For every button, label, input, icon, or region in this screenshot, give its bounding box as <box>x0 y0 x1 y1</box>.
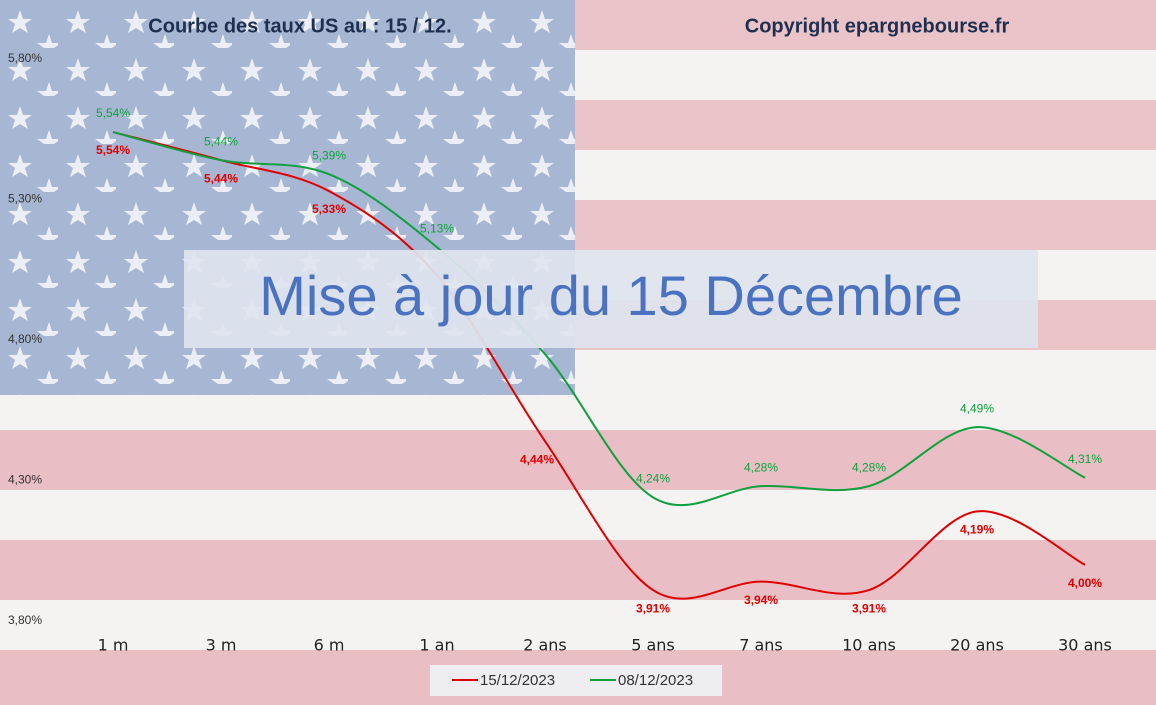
x-tick-label: 2 ans <box>523 636 567 655</box>
y-tick-label: 4,80% <box>8 332 42 346</box>
x-tick-label: 1 an <box>419 636 454 655</box>
data-label: 4,24% <box>636 472 670 486</box>
annotation: Mise à jour du 15 Décembre <box>259 264 962 327</box>
data-label: 4,49% <box>960 401 994 415</box>
data-label: 5,39% <box>312 148 346 162</box>
data-label: 5,44% <box>204 171 238 185</box>
x-tick-label: 30 ans <box>1058 636 1112 655</box>
data-label: 5,33% <box>312 202 346 216</box>
data-label: 4,44% <box>520 452 554 466</box>
x-tick-label: 5 ans <box>631 636 675 655</box>
x-tick-label: 3 m <box>206 636 237 655</box>
series-line <box>112 131 1086 507</box>
y-tick-label: 4,30% <box>8 473 42 487</box>
x-tick-label: 6 m <box>314 636 345 655</box>
chart-subtitle: Copyright epargnebourse.fr <box>745 15 1010 37</box>
data-label: 5,13% <box>420 221 454 235</box>
data-label: 4,19% <box>960 523 994 537</box>
y-tick-label: 5,80% <box>8 51 42 65</box>
legend-label: 15/12/2023 <box>480 672 555 689</box>
y-tick-label: 5,30% <box>8 192 42 206</box>
data-label: 3,94% <box>744 593 778 607</box>
data-label: 4,00% <box>1068 576 1102 590</box>
data-label: 5,54% <box>96 106 130 120</box>
series-line <box>112 131 1086 600</box>
data-label: 5,54% <box>96 143 130 157</box>
data-label: 5,44% <box>204 134 238 148</box>
data-label: 4,28% <box>744 460 778 474</box>
data-label: 4,31% <box>1068 452 1102 466</box>
y-tick-label: 3,80% <box>8 613 42 627</box>
chart-title: Courbe des taux US au : 15 / 12. <box>148 15 451 37</box>
annotation-box <box>184 250 1038 348</box>
x-tick-label: 20 ans <box>950 636 1004 655</box>
data-label: 4,28% <box>852 460 886 474</box>
data-label: 3,91% <box>852 601 886 615</box>
x-tick-label: 10 ans <box>842 636 896 655</box>
legend-label: 08/12/2023 <box>618 672 693 689</box>
x-tick-label: 7 ans <box>739 636 783 655</box>
data-label: 3,91% <box>636 601 670 615</box>
legend-box <box>430 665 722 696</box>
x-tick-label: 1 m <box>98 636 129 655</box>
